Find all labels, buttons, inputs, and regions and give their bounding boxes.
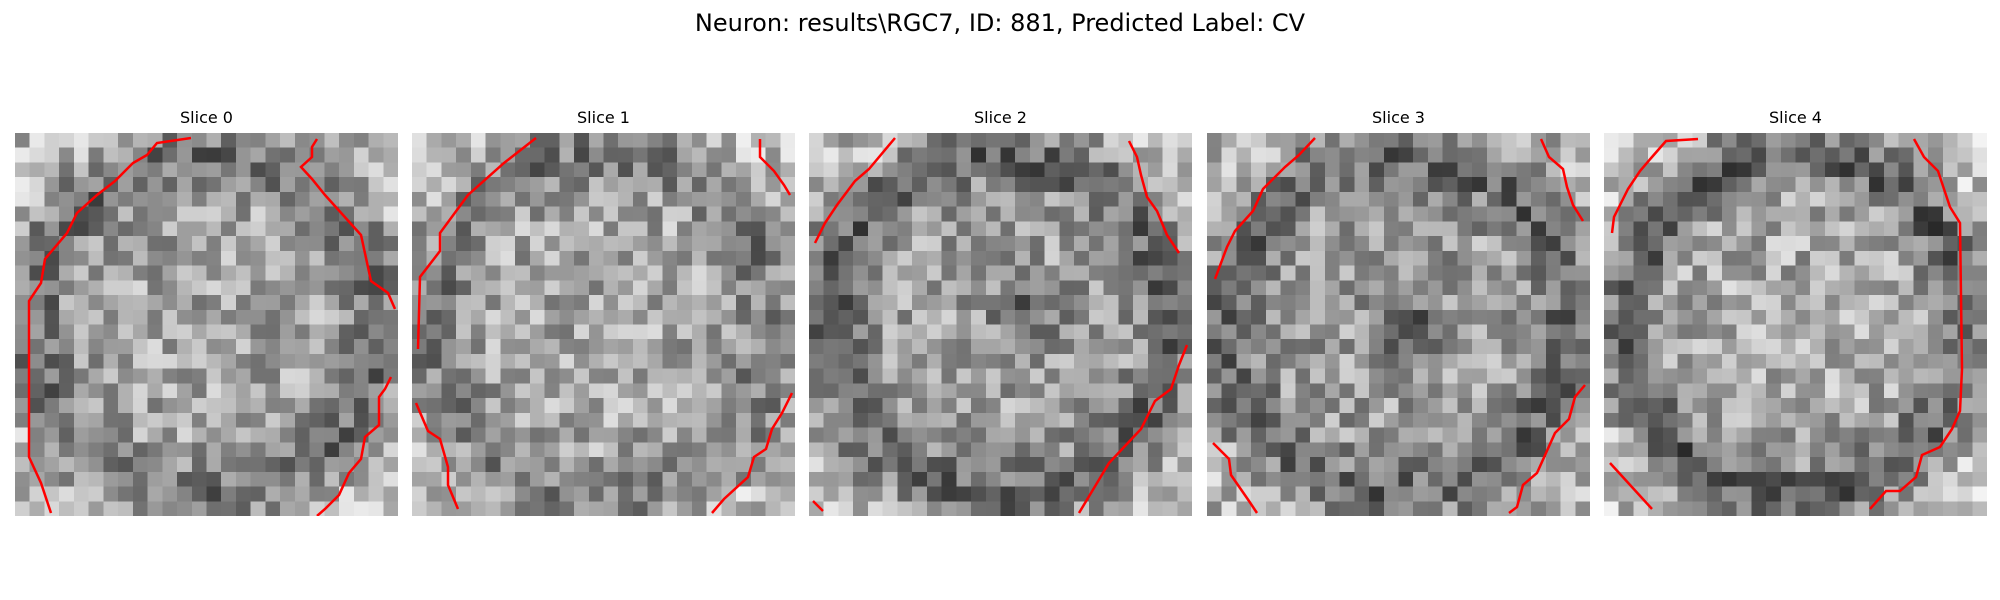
slice-image-3 (1207, 133, 1590, 516)
slice-panel-2: Slice 2 (809, 106, 1192, 516)
figure-title: Neuron: results\RGC7, ID: 881, Predicted… (694, 9, 1306, 37)
slice-title-4: Slice 4 (1769, 108, 1822, 127)
contour-line (299, 138, 397, 310)
contour-line (812, 500, 824, 512)
contour-line (1212, 442, 1259, 514)
slice-panel-4: Slice 4 (1604, 106, 1987, 516)
contour-lines (414, 137, 794, 514)
contour-line (1508, 384, 1586, 514)
contour-line (1869, 138, 1964, 510)
contour-line (1610, 137, 1699, 234)
contour-line (1077, 344, 1189, 514)
slice-image-2 (809, 133, 1192, 516)
pixel-grid (412, 133, 795, 516)
slice-title-2: Slice 2 (974, 108, 1027, 127)
slice-title-1: Slice 1 (577, 108, 630, 127)
contour-lines (1212, 137, 1586, 514)
contour-line (416, 137, 537, 350)
contour-line (27, 136, 192, 514)
slice-panel-1: Slice 1 (412, 106, 795, 516)
pixel-grid (15, 133, 398, 516)
contour-lines (812, 137, 1189, 514)
slice-panel-3: Slice 3 (1207, 106, 1590, 516)
slice-panel-0: Slice 0 (15, 106, 398, 516)
contour-lines (27, 136, 397, 516)
contour-line (813, 137, 896, 244)
pixel-grid (1207, 133, 1590, 516)
contour-line (758, 139, 792, 196)
slice-title-3: Slice 3 (1372, 108, 1425, 127)
contour-line (711, 392, 794, 514)
slice-image-0 (15, 133, 398, 516)
contour-line (1609, 462, 1653, 510)
contour-line (1539, 138, 1585, 222)
slice-title-0: Slice 0 (180, 108, 233, 127)
contour-line (1213, 137, 1316, 280)
pixel-grid (809, 133, 1192, 516)
slice-image-4 (1604, 133, 1987, 516)
contour-line (316, 376, 393, 516)
pixel-grid (1604, 133, 1987, 516)
slice-image-1 (412, 133, 795, 516)
contour-line (414, 402, 460, 510)
contour-line (1127, 140, 1181, 254)
contour-lines (1609, 137, 1964, 510)
